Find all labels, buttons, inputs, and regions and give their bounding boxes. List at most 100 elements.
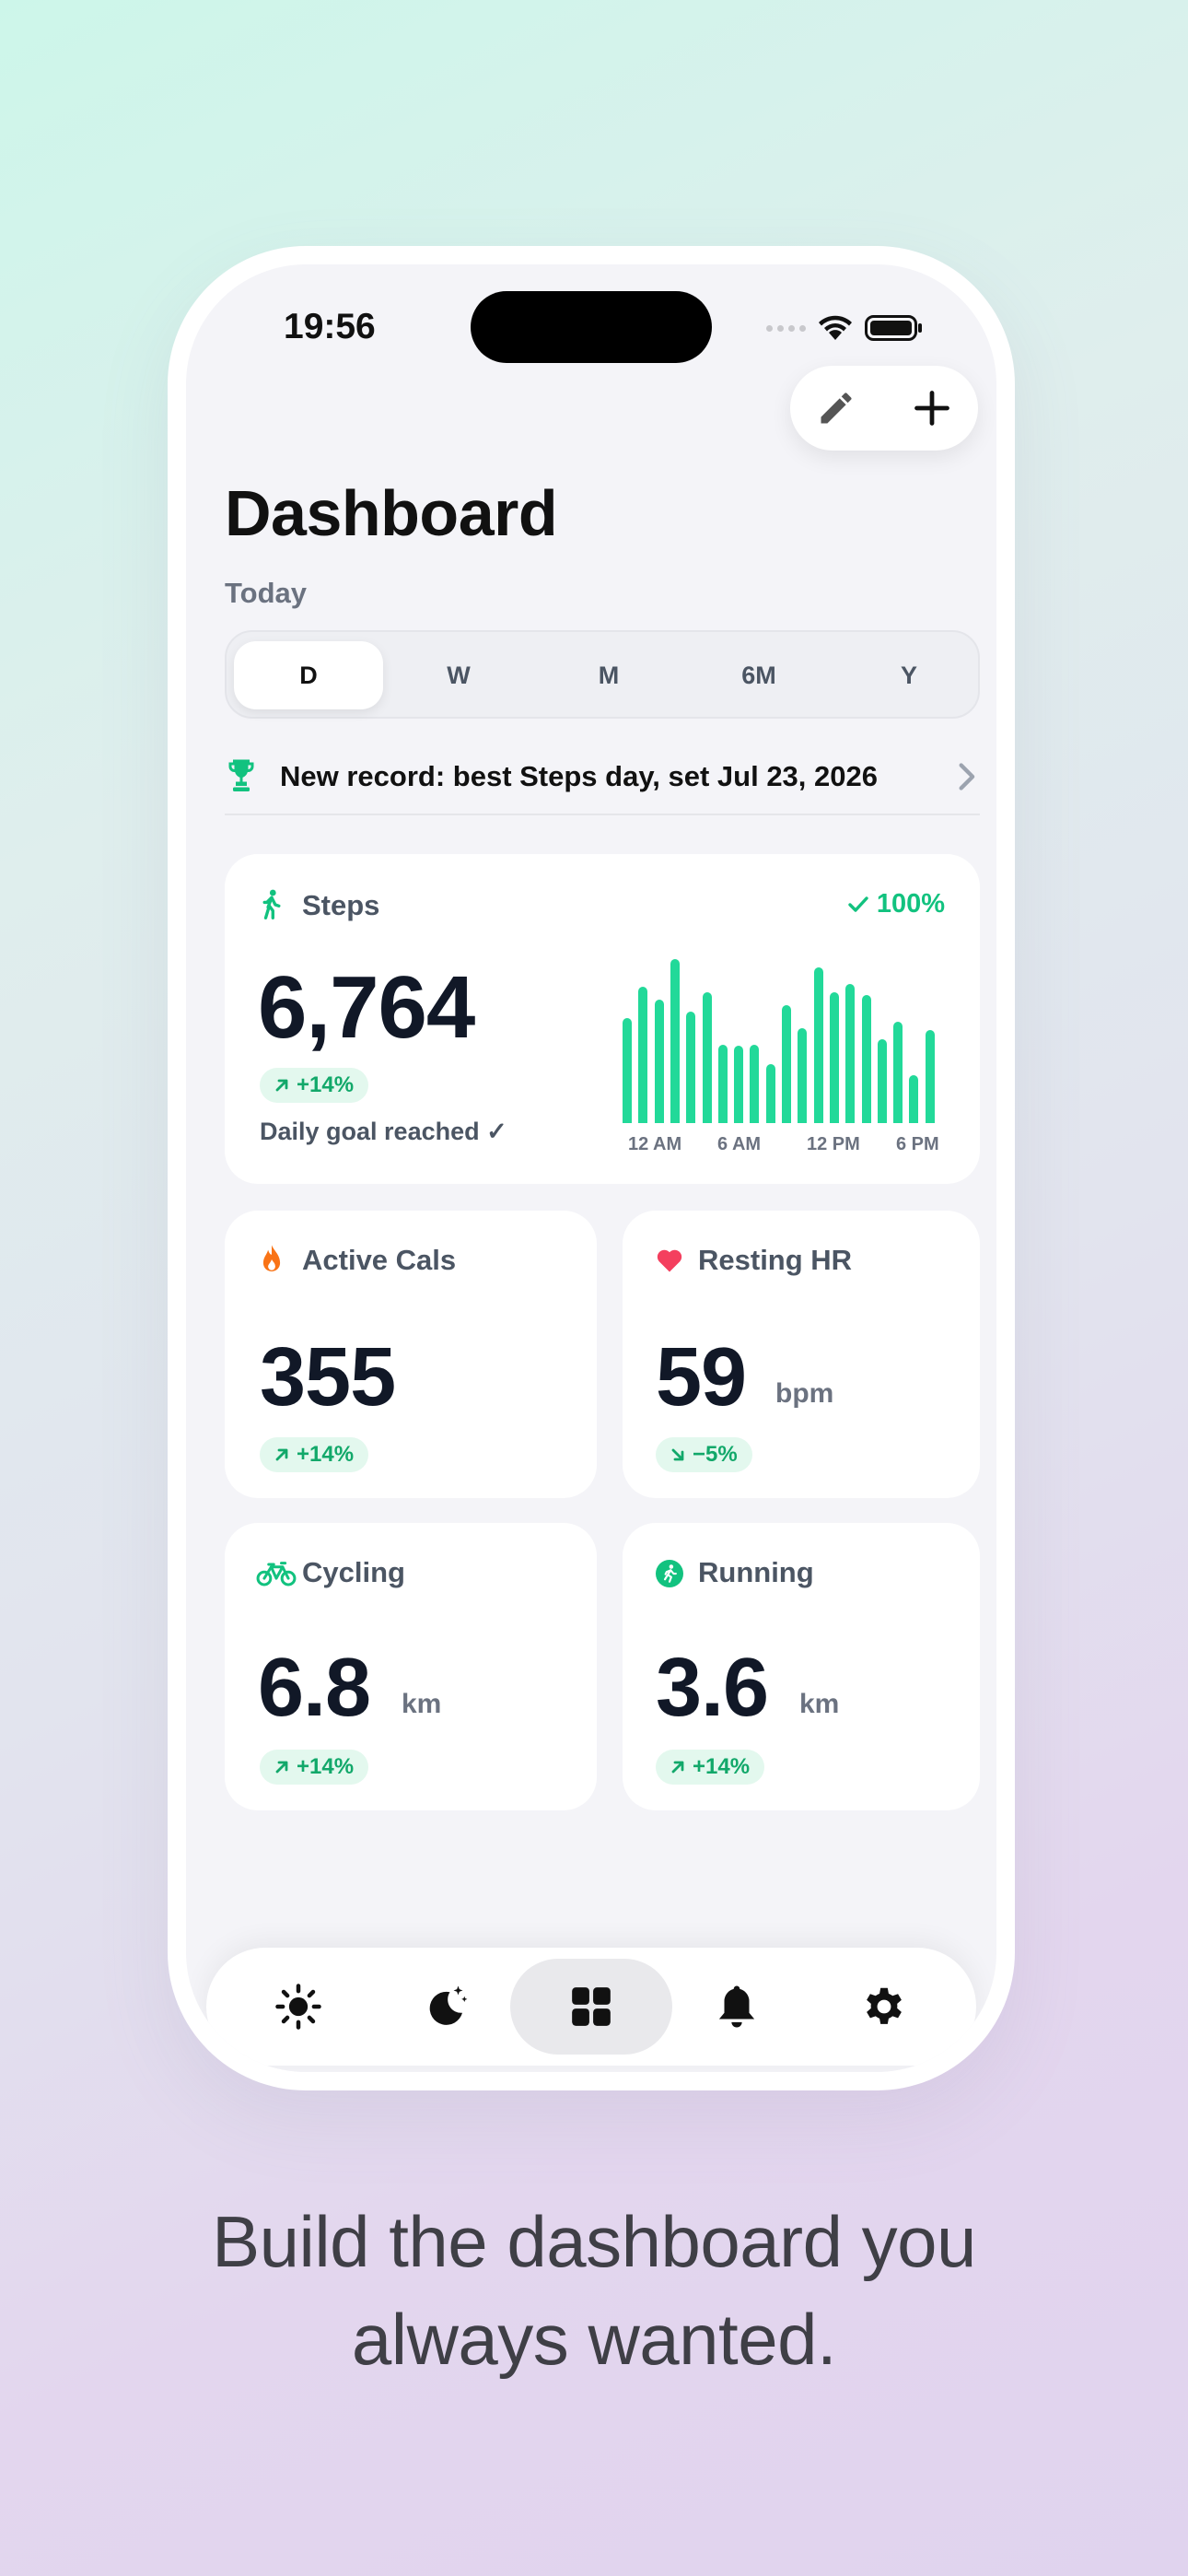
tagline-line-1: Build the dashboard you bbox=[212, 2201, 976, 2282]
arrow-up-right-icon bbox=[275, 1761, 288, 1774]
plus-icon bbox=[914, 391, 949, 426]
running-change: +14% bbox=[693, 1754, 751, 1779]
chart-tick-6am: 6 AM bbox=[717, 1134, 762, 1154]
add-button[interactable] bbox=[904, 382, 960, 434]
steps-bar bbox=[829, 992, 839, 1123]
record-banner[interactable]: New record: best Steps day, set Jul 23, … bbox=[225, 751, 980, 806]
trophy-icon bbox=[228, 759, 254, 791]
app-screen: 19:56 bbox=[186, 264, 996, 2072]
pencil-icon bbox=[821, 392, 852, 424]
cycling-label: Cycling bbox=[302, 1556, 405, 1588]
chart-tick-6pm: 6 PM bbox=[896, 1134, 939, 1154]
phone-frame: 19:56 bbox=[168, 246, 1015, 2090]
steps-bar bbox=[813, 967, 823, 1123]
status-time: 19:56 bbox=[284, 307, 376, 346]
tab-sleep[interactable] bbox=[365, 1959, 527, 2055]
steps-bar bbox=[893, 1022, 903, 1123]
range-tab-6month[interactable]: 6M bbox=[741, 661, 776, 689]
steps-bar bbox=[670, 959, 680, 1123]
moon-stars-icon bbox=[429, 1985, 468, 2025]
bicycle-icon bbox=[256, 1562, 297, 1587]
chart-tick-12am: 12 AM bbox=[628, 1134, 682, 1154]
steps-bar bbox=[765, 1064, 775, 1123]
bell-icon bbox=[718, 1985, 755, 2028]
resting-hr-change-badge: −5% bbox=[656, 1437, 752, 1472]
steps-bar bbox=[717, 1045, 728, 1123]
gear-icon bbox=[867, 1987, 902, 2024]
resting-hr-unit: bpm bbox=[775, 1378, 834, 1409]
steps-goal-percent: 100% bbox=[847, 889, 945, 919]
wifi-icon bbox=[817, 314, 854, 342]
cycling-unit: km bbox=[402, 1689, 442, 1719]
steps-bar bbox=[877, 1039, 887, 1123]
range-tab-week[interactable]: W bbox=[447, 661, 471, 689]
page-title: Dashboard bbox=[225, 477, 558, 549]
arrow-up-right-icon bbox=[671, 1761, 684, 1774]
active-cals-value: 355 bbox=[260, 1331, 396, 1423]
sun-icon bbox=[275, 1984, 321, 2030]
steps-bar bbox=[702, 992, 712, 1123]
cycling-value: 6.8 bbox=[258, 1642, 371, 1734]
steps-bar bbox=[925, 1030, 935, 1123]
grid-icon bbox=[572, 1987, 611, 2026]
steps-change-badge: +14% bbox=[260, 1068, 369, 1103]
steps-value: 6,764 bbox=[258, 958, 475, 1057]
range-tab-year[interactable]: Y bbox=[900, 661, 917, 689]
range-tab-day[interactable]: D bbox=[234, 641, 383, 709]
steps-label: Steps bbox=[302, 889, 380, 921]
battery-icon bbox=[865, 314, 924, 342]
edit-button[interactable] bbox=[809, 382, 864, 434]
tab-notifications[interactable] bbox=[656, 1959, 818, 2055]
active-cals-label: Active Cals bbox=[302, 1244, 457, 1276]
steps-bar bbox=[861, 995, 871, 1123]
tab-sun[interactable] bbox=[217, 1959, 379, 2055]
heart-icon bbox=[657, 1249, 682, 1272]
steps-change: +14% bbox=[297, 1072, 355, 1097]
running-value: 3.6 bbox=[656, 1642, 769, 1734]
steps-bar bbox=[750, 1045, 760, 1123]
cycling-card[interactable]: Cycling 6.8 km +14% bbox=[225, 1523, 597, 1810]
steps-bar bbox=[845, 984, 856, 1123]
resting-hr-card[interactable]: Resting HR 59 bpm −5% bbox=[623, 1211, 980, 1498]
range-tab-month[interactable]: M bbox=[598, 661, 620, 689]
steps-bar bbox=[782, 1005, 791, 1123]
resting-hr-label: Resting HR bbox=[698, 1244, 853, 1276]
tab-settings[interactable] bbox=[803, 1959, 965, 2055]
steps-bar bbox=[909, 1075, 919, 1123]
resting-hr-value: 59 bbox=[656, 1331, 747, 1423]
running-icon bbox=[656, 1560, 683, 1587]
arrow-up-right-icon bbox=[275, 1079, 288, 1092]
cycling-change: +14% bbox=[297, 1754, 355, 1779]
arrow-up-right-icon bbox=[275, 1448, 288, 1461]
active-cals-change: +14% bbox=[297, 1442, 355, 1467]
running-card[interactable]: Running 3.6 km +14% bbox=[623, 1523, 980, 1810]
range-selector: D W M 6M Y bbox=[225, 630, 980, 719]
running-label: Running bbox=[698, 1556, 814, 1588]
cycling-change-badge: +14% bbox=[260, 1750, 369, 1785]
steps-goal-percent-value: 100% bbox=[876, 889, 945, 919]
header-actions bbox=[790, 366, 978, 451]
checkmark-icon bbox=[848, 896, 868, 912]
active-cals-card[interactable]: Active Cals 355 +14% bbox=[225, 1211, 597, 1498]
chart-tick-12pm: 12 PM bbox=[807, 1134, 860, 1154]
record-text: New record: best Steps day, set Jul 23, … bbox=[280, 760, 878, 792]
flame-icon bbox=[262, 1245, 281, 1271]
tab-dashboard[interactable] bbox=[510, 1959, 672, 2055]
steps-bar bbox=[638, 987, 648, 1123]
steps-bar bbox=[686, 1012, 696, 1123]
walking-icon bbox=[262, 889, 281, 919]
steps-bar bbox=[623, 1018, 632, 1123]
steps-goal-text: Daily goal reached ✓ bbox=[260, 1118, 507, 1145]
chevron-right-icon bbox=[959, 763, 975, 790]
arrow-down-right-icon bbox=[671, 1448, 684, 1461]
steps-bar bbox=[654, 1000, 664, 1123]
running-unit: km bbox=[799, 1689, 840, 1719]
page-subtitle: Today bbox=[225, 577, 307, 609]
status-icons bbox=[766, 312, 924, 344]
running-change-badge: +14% bbox=[656, 1750, 765, 1785]
dynamic-island bbox=[471, 291, 712, 363]
steps-bar bbox=[734, 1046, 744, 1123]
steps-card[interactable]: Steps 100% 6,764 +14% Daily goal reached… bbox=[225, 854, 980, 1184]
active-cals-change-badge: +14% bbox=[260, 1437, 369, 1472]
steps-bar bbox=[798, 1028, 808, 1123]
